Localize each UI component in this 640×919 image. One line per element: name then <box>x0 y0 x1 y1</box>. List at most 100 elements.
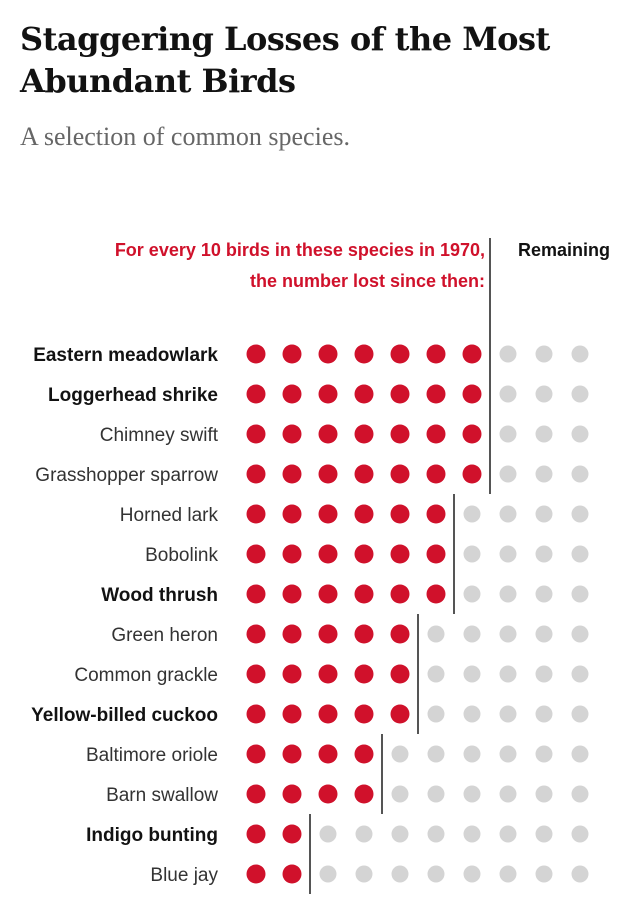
remaining-dot <box>499 545 517 563</box>
remaining-header: Remaining <box>518 240 610 260</box>
species-label: Grasshopper sparrow <box>35 465 218 486</box>
lost-dot <box>282 784 302 804</box>
remaining-dot <box>571 545 589 563</box>
remaining-dot <box>499 465 517 483</box>
remaining-dot <box>463 745 481 763</box>
remaining-dot <box>391 745 409 763</box>
lost-dot <box>462 424 482 444</box>
lost-dot <box>354 544 374 564</box>
remaining-dot <box>499 745 517 763</box>
species-label: Yellow-billed cuckoo <box>31 705 218 726</box>
remaining-dot <box>499 345 517 363</box>
species-label: Barn swallow <box>106 785 218 806</box>
lost-dot <box>426 424 446 444</box>
row-yellow-billed-cuckoo: Yellow-billed cuckoo <box>31 704 589 726</box>
lost-dot <box>390 704 410 724</box>
lost-dot <box>246 344 266 364</box>
remaining-dot <box>499 625 517 643</box>
lost-dot <box>390 544 410 564</box>
lost-dot <box>354 584 374 604</box>
lost-dot <box>462 384 482 404</box>
remaining-dot <box>463 585 481 603</box>
remaining-dot <box>571 585 589 603</box>
remaining-dot <box>571 465 589 483</box>
chart-rows: Eastern meadowlark Loggerhead shrike Chimn… <box>31 238 589 894</box>
remaining-dot <box>535 625 553 643</box>
lost-dot <box>354 624 374 644</box>
remaining-dot <box>571 825 589 843</box>
remaining-dot <box>463 865 481 883</box>
row-green-heron: Green heron <box>111 624 589 646</box>
row-blue-jay: Blue jay <box>150 864 589 886</box>
remaining-dot <box>535 865 553 883</box>
lost-dot <box>426 544 446 564</box>
lost-dot <box>282 824 302 844</box>
species-label: Baltimore oriole <box>86 745 218 766</box>
lost-dot <box>390 344 410 364</box>
lost-dot <box>426 344 446 364</box>
lost-dot <box>246 424 266 444</box>
lost-dot <box>426 384 446 404</box>
lost-dot <box>246 584 266 604</box>
lost-dot <box>246 864 266 884</box>
remaining-dot <box>427 785 445 803</box>
remaining-dot <box>355 825 373 843</box>
lost-dot <box>318 504 338 524</box>
remaining-dot <box>535 785 553 803</box>
remaining-dot <box>427 625 445 643</box>
remaining-dot <box>463 665 481 683</box>
lost-dot <box>282 704 302 724</box>
remaining-dot <box>427 705 445 723</box>
lost-dot <box>390 464 410 484</box>
lost-dot <box>318 704 338 724</box>
lost-dot <box>282 504 302 524</box>
lost-dot <box>390 424 410 444</box>
remaining-dot <box>571 625 589 643</box>
lost-dot <box>246 464 266 484</box>
row-eastern-meadowlark: Eastern meadowlark <box>33 344 589 366</box>
lost-dot <box>282 744 302 764</box>
remaining-dot <box>571 425 589 443</box>
lost-dot <box>354 464 374 484</box>
species-label: Common grackle <box>74 665 218 686</box>
lost-dot <box>354 384 374 404</box>
lost-dot <box>318 464 338 484</box>
row-common-grackle: Common grackle <box>74 664 589 686</box>
remaining-dot <box>535 425 553 443</box>
remaining-dot <box>463 705 481 723</box>
lost-dot <box>462 344 482 364</box>
species-label: Green heron <box>111 625 218 646</box>
row-chimney-swift: Chimney swift <box>100 424 589 446</box>
lost-dot <box>318 384 338 404</box>
species-label: Eastern meadowlark <box>33 345 218 366</box>
lost-dot <box>282 544 302 564</box>
species-label: Horned lark <box>120 505 219 526</box>
lost-dot <box>318 664 338 684</box>
remaining-dot <box>427 745 445 763</box>
lost-dot <box>426 504 446 524</box>
species-label: Wood thrush <box>101 585 218 606</box>
lost-dot <box>282 464 302 484</box>
remaining-dot <box>463 825 481 843</box>
lost-dot <box>354 704 374 724</box>
lost-dot <box>282 344 302 364</box>
lost-dot <box>318 784 338 804</box>
lost-dot <box>354 424 374 444</box>
remaining-dot <box>571 345 589 363</box>
lost-dot <box>426 464 446 484</box>
remaining-dot <box>391 865 409 883</box>
remaining-dot <box>391 825 409 843</box>
row-loggerhead-shrike: Loggerhead shrike <box>48 384 589 406</box>
lost-dot <box>318 584 338 604</box>
remaining-dot <box>499 585 517 603</box>
lost-dot <box>462 464 482 484</box>
lost-dot <box>282 584 302 604</box>
remaining-dot <box>463 785 481 803</box>
lost-dot <box>354 784 374 804</box>
lost-dot <box>318 624 338 644</box>
lost-dot <box>246 784 266 804</box>
species-label: Chimney swift <box>100 425 219 446</box>
lost-dot <box>354 344 374 364</box>
row-bobolink: Bobolink <box>145 544 589 566</box>
